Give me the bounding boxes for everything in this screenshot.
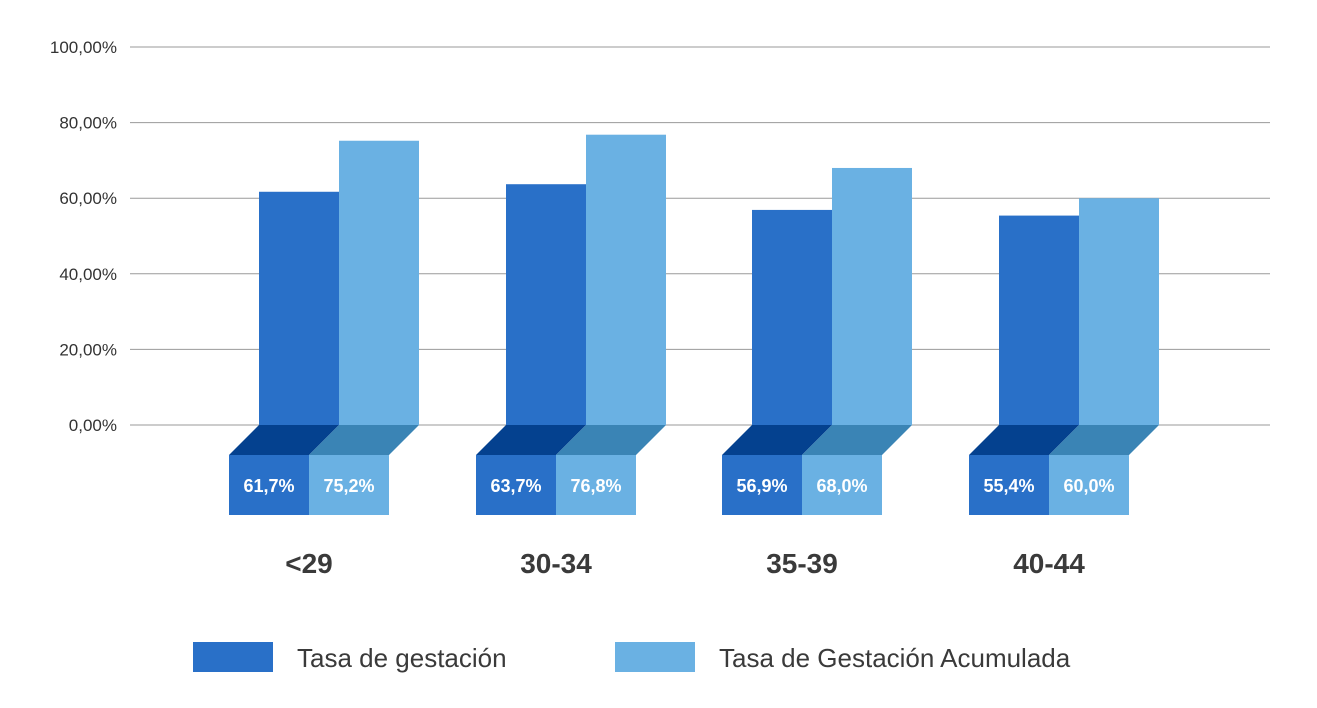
y-tick-label: 20,00% [59, 340, 117, 359]
data-label: 61,7% [243, 476, 294, 496]
bar-base-shade [969, 425, 1079, 455]
bar [1079, 198, 1159, 425]
bar [339, 140, 419, 425]
bar [999, 215, 1079, 425]
y-tick-label: 40,00% [59, 265, 117, 284]
category-label: 30-34 [520, 548, 592, 579]
bar-base-shade [802, 425, 912, 455]
data-label: 68,0% [816, 476, 867, 496]
legend-label: Tasa de Gestación Acumulada [719, 643, 1071, 673]
bars [229, 134, 1159, 515]
category-labels: <29 30-34 35-39 40-44 [285, 548, 1085, 579]
data-label: 63,7% [490, 476, 541, 496]
data-label: 55,4% [983, 476, 1034, 496]
bar-base-shade [1049, 425, 1159, 455]
legend-label: Tasa de gestación [297, 643, 507, 673]
value-box [722, 455, 802, 515]
bar [259, 191, 339, 425]
legend: Tasa de gestación Tasa de Gestación Acumu… [193, 642, 1071, 673]
bar-base-shade [556, 425, 666, 455]
data-labels: 61,7% 75,2% 63,7% 76,8% 56,9% 68,0% 55,4% 60,0% [243, 476, 1114, 496]
value-box [556, 455, 636, 515]
value-box [802, 455, 882, 515]
data-label: 60,0% [1063, 476, 1114, 496]
value-box [476, 455, 556, 515]
y-tick-label: 100,00% [50, 38, 117, 57]
category-label: <29 [285, 548, 333, 579]
bar [832, 167, 912, 425]
bar-base-shade [476, 425, 586, 455]
value-box [229, 455, 309, 515]
value-box [969, 455, 1049, 515]
y-axis-ticks: 0,00% 20,00% 40,00% 60,00% 80,00% 100,00% [50, 38, 117, 435]
data-label: 56,9% [736, 476, 787, 496]
y-tick-label: 80,00% [59, 114, 117, 133]
legend-swatch [193, 642, 273, 672]
data-label: 76,8% [570, 476, 621, 496]
y-tick-label: 60,00% [59, 189, 117, 208]
bar [506, 184, 586, 425]
bar-base-shade [309, 425, 419, 455]
category-label: 35-39 [766, 548, 838, 579]
bar-base-shade [722, 425, 832, 455]
bar [586, 134, 666, 426]
bar [752, 209, 832, 425]
legend-swatch [615, 642, 695, 672]
bar-base-shade [229, 425, 339, 455]
y-tick-label: 0,00% [69, 416, 117, 435]
category-label: 40-44 [1013, 548, 1085, 579]
data-label: 75,2% [323, 476, 374, 496]
value-box [309, 455, 389, 515]
value-box [1049, 455, 1129, 515]
